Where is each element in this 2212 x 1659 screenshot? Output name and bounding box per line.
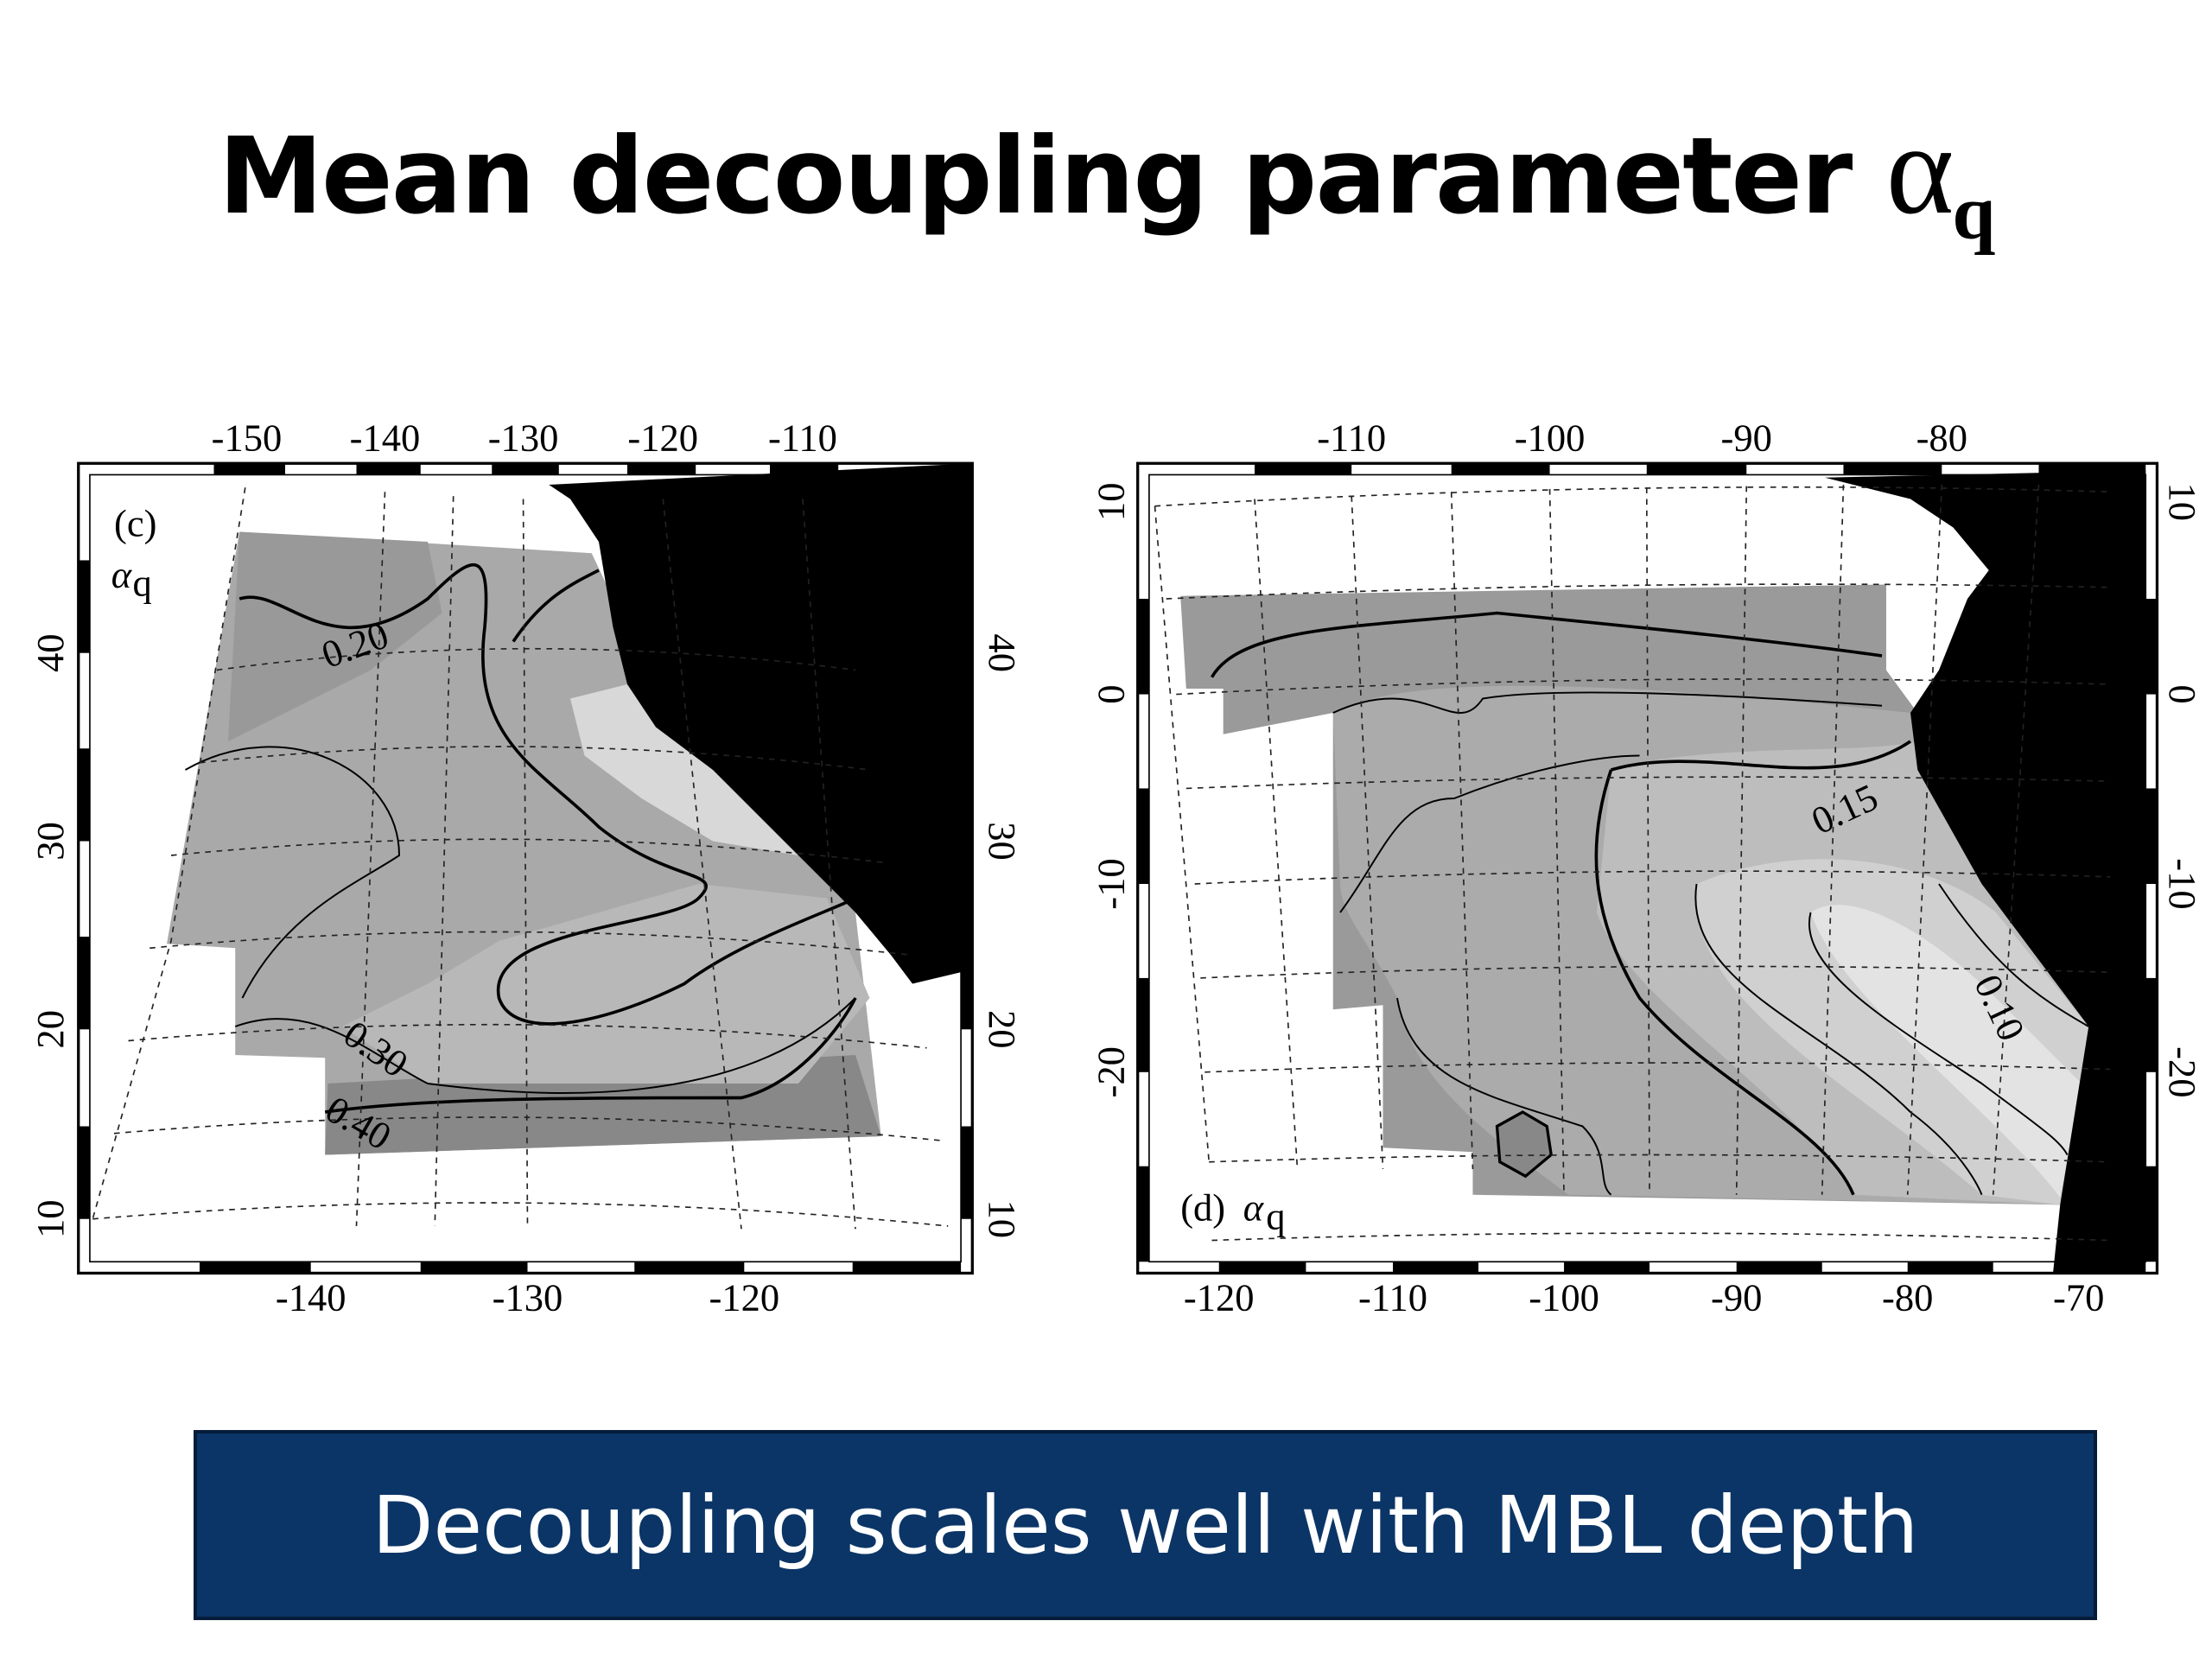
title-text: Mean decoupling parameter [218, 115, 1853, 238]
tick-label: 40 [29, 633, 72, 672]
shade [570, 684, 799, 856]
tick-label: 0 [2161, 684, 2204, 703]
tick-label: -130 [493, 1276, 563, 1319]
tick-label: -10 [2161, 858, 2204, 909]
tick-label: -70 [2053, 1276, 2104, 1319]
tick-label: -120 [1184, 1276, 1255, 1319]
tick-label: 40 [981, 633, 1024, 672]
shade [342, 884, 870, 1084]
tick-label: 10 [1090, 483, 1133, 522]
title-subscript: q [1952, 170, 1995, 256]
tick-label: 20 [29, 1010, 72, 1049]
tick-label: -120 [627, 416, 698, 460]
title-symbol: α [1885, 98, 1955, 241]
tick-label: -80 [1916, 416, 1967, 460]
shade [1810, 905, 2082, 1198]
graticule [92, 487, 949, 1230]
tick-label: 10 [29, 1199, 72, 1238]
map-c: (c) α q 0.20 0.30 0.40 [77, 461, 974, 1275]
panel-subscript: q [1266, 1194, 1285, 1237]
tick-label: -90 [1711, 1276, 1762, 1319]
maps-group: (c) α q 0.20 0.30 0.40 (d) α q [29, 416, 2204, 1319]
tick-label: -10 [1090, 858, 1133, 909]
border-bars [1137, 463, 2158, 1274]
land [549, 463, 973, 984]
tick-label: -120 [709, 1276, 779, 1319]
panel-subscript: q [132, 562, 151, 605]
tick-label: 30 [29, 822, 72, 861]
tick-label: 20 [981, 1010, 1024, 1049]
tick-label: -20 [2161, 1046, 2204, 1097]
tick-label: 0 [1090, 684, 1133, 703]
graticule [1154, 484, 2111, 1242]
tick-label: 10 [2161, 483, 2204, 522]
tick-label: -100 [1529, 1276, 1599, 1319]
tick-label: -140 [350, 416, 421, 460]
contours [1210, 611, 2089, 1196]
tick-label: -150 [212, 416, 283, 460]
tick-label: -110 [1317, 416, 1386, 460]
panel-label: (d) [1180, 1185, 1225, 1229]
tick-label: 10 [981, 1199, 1024, 1238]
land [1825, 470, 2146, 1274]
tick-label: -110 [1358, 1276, 1427, 1319]
banner-text: Decoupling scales well with MBL depth [372, 1478, 1919, 1572]
tick-label: -90 [1721, 416, 1772, 460]
tick-label: -110 [768, 416, 837, 460]
tick-label: -130 [488, 416, 559, 460]
map-d: (d) α q 0.15 0.10 [1136, 461, 2159, 1275]
panel-symbol: α [111, 553, 133, 596]
tick-label: -20 [1090, 1046, 1133, 1097]
tick-label: -140 [276, 1276, 346, 1319]
tick-label: -80 [1882, 1276, 1933, 1319]
tick-label: -100 [1515, 416, 1586, 460]
panel-label: (c) [114, 501, 156, 544]
tick-label: 30 [981, 822, 1024, 861]
banner: Decoupling scales well with MBL depth [194, 1430, 2097, 1620]
tick-labels: -150 -140 -130 -120 -110 -140 -130 -120 40 30 20 10… [29, 416, 2204, 1319]
slide-title: Mean decoupling parameter αq [0, 95, 2212, 257]
contours [185, 563, 857, 1114]
panel-symbol: α [1243, 1185, 1265, 1229]
shade [228, 531, 442, 742]
